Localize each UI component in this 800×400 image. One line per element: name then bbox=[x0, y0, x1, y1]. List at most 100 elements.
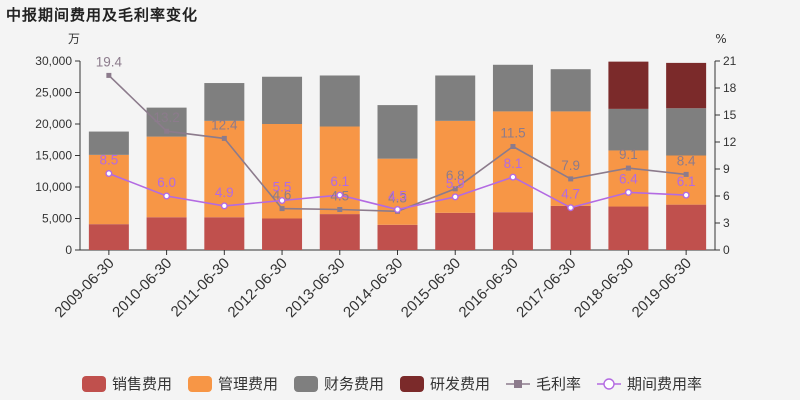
data-label: 6.8 bbox=[446, 168, 465, 183]
right-tick-label: 21 bbox=[723, 54, 737, 68]
x-tick-label: 2018-06-30 bbox=[571, 255, 637, 321]
line-point bbox=[164, 128, 170, 134]
bar-segment bbox=[88, 154, 129, 225]
line-point bbox=[221, 135, 227, 141]
bar-segment bbox=[608, 108, 649, 151]
line-point bbox=[683, 171, 689, 177]
bar-segment bbox=[204, 217, 245, 250]
line-point bbox=[105, 169, 113, 177]
legend-label: 财务费用 bbox=[324, 375, 384, 393]
bar-segment bbox=[492, 111, 533, 213]
bar-segment bbox=[88, 131, 129, 155]
data-label: 7.9 bbox=[561, 158, 580, 173]
data-label: 8.5 bbox=[99, 153, 118, 168]
legend-label: 销售费用 bbox=[112, 375, 172, 393]
data-label: 4.7 bbox=[561, 187, 580, 202]
data-label: 4.6 bbox=[273, 188, 292, 203]
data-label: 6.4 bbox=[619, 171, 638, 186]
bar-segment bbox=[550, 69, 591, 112]
bar-segment bbox=[492, 64, 533, 112]
chart-title: 中报期间费用及毛利率变化 bbox=[6, 7, 199, 24]
line-point bbox=[509, 173, 517, 181]
legend-label: 毛利率 bbox=[536, 375, 581, 393]
line-point bbox=[510, 144, 516, 149]
bar-segment bbox=[666, 62, 707, 109]
bar-segment bbox=[319, 214, 360, 250]
bar-segment bbox=[146, 136, 187, 218]
bar-segment bbox=[88, 224, 129, 250]
data-label: 19.4 bbox=[96, 54, 123, 69]
bar-segment bbox=[666, 108, 707, 156]
line-point bbox=[682, 191, 690, 199]
data-label: 6.0 bbox=[157, 175, 176, 190]
bar-segment bbox=[608, 61, 649, 109]
line-point bbox=[451, 193, 459, 201]
line-point bbox=[394, 205, 402, 213]
line-point bbox=[220, 202, 228, 210]
legend-marker bbox=[603, 378, 615, 390]
bar-segment bbox=[550, 205, 591, 250]
legend-swatch bbox=[400, 376, 424, 392]
line-point bbox=[568, 176, 574, 182]
bar-segment bbox=[262, 124, 303, 219]
data-label: 9.1 bbox=[619, 147, 638, 162]
legend-swatch bbox=[82, 376, 106, 392]
bar-segment bbox=[204, 83, 245, 121]
right-tick-label: 3 bbox=[723, 216, 730, 230]
line-point bbox=[278, 196, 286, 204]
bar-segment bbox=[435, 75, 476, 121]
bar-segment bbox=[146, 217, 187, 250]
data-label: 4.3 bbox=[388, 190, 407, 205]
data-label: 4.9 bbox=[215, 185, 234, 200]
legend-swatch bbox=[294, 376, 318, 392]
legend-label: 期间费用率 bbox=[627, 375, 702, 393]
x-tick-label: 2016-06-30 bbox=[456, 255, 522, 321]
data-label: 12.4 bbox=[211, 117, 238, 132]
bar-segment bbox=[435, 212, 476, 250]
legend-label: 管理费用 bbox=[218, 375, 278, 393]
bar-segment bbox=[319, 75, 360, 127]
data-label: 8.1 bbox=[504, 156, 523, 171]
data-label: 13.2 bbox=[153, 110, 179, 125]
bar-segment bbox=[377, 224, 418, 250]
x-tick-label: 2009-06-30 bbox=[51, 255, 117, 321]
data-label: 5.9 bbox=[446, 176, 465, 191]
legend-marker bbox=[514, 380, 522, 388]
line-point bbox=[337, 207, 343, 212]
left-tick-label: 25,000 bbox=[35, 86, 72, 100]
bar-segment bbox=[262, 218, 303, 250]
right-axis-unit: % bbox=[715, 32, 726, 46]
right-tick-label: 15 bbox=[723, 108, 737, 122]
line-point bbox=[452, 186, 458, 192]
line-point bbox=[567, 204, 575, 212]
data-label: 11.5 bbox=[500, 126, 525, 141]
line-point bbox=[106, 72, 112, 78]
left-tick-label: 0 bbox=[65, 243, 72, 257]
line-point bbox=[625, 165, 631, 171]
line-point bbox=[279, 206, 285, 212]
right-tick-label: 9 bbox=[723, 162, 730, 176]
left-axis-unit: 万 bbox=[68, 32, 80, 46]
bar-segment bbox=[550, 111, 591, 206]
x-tick-label: 2013-06-30 bbox=[282, 255, 348, 321]
bar-segment bbox=[608, 150, 649, 207]
left-tick-label: 15,000 bbox=[35, 149, 72, 163]
right-tick-label: 18 bbox=[723, 81, 737, 95]
x-tick-label: 2019-06-30 bbox=[629, 255, 695, 321]
bar-segment bbox=[262, 76, 303, 124]
legend-label: 研发费用 bbox=[430, 375, 490, 393]
right-tick-label: 12 bbox=[723, 135, 737, 149]
bar-segment bbox=[377, 105, 418, 159]
bar-segment bbox=[492, 212, 533, 250]
bar-segment bbox=[608, 206, 649, 250]
data-label: 6.1 bbox=[677, 174, 696, 189]
data-label: 6.1 bbox=[330, 174, 349, 189]
left-tick-label: 10,000 bbox=[35, 180, 72, 194]
x-tick-label: 2014-06-30 bbox=[340, 255, 406, 321]
line-point bbox=[163, 192, 171, 200]
line-point bbox=[336, 191, 344, 199]
bar-segment bbox=[319, 126, 360, 215]
x-tick-label: 2010-06-30 bbox=[109, 255, 175, 321]
x-tick-label: 2011-06-30 bbox=[168, 255, 233, 320]
